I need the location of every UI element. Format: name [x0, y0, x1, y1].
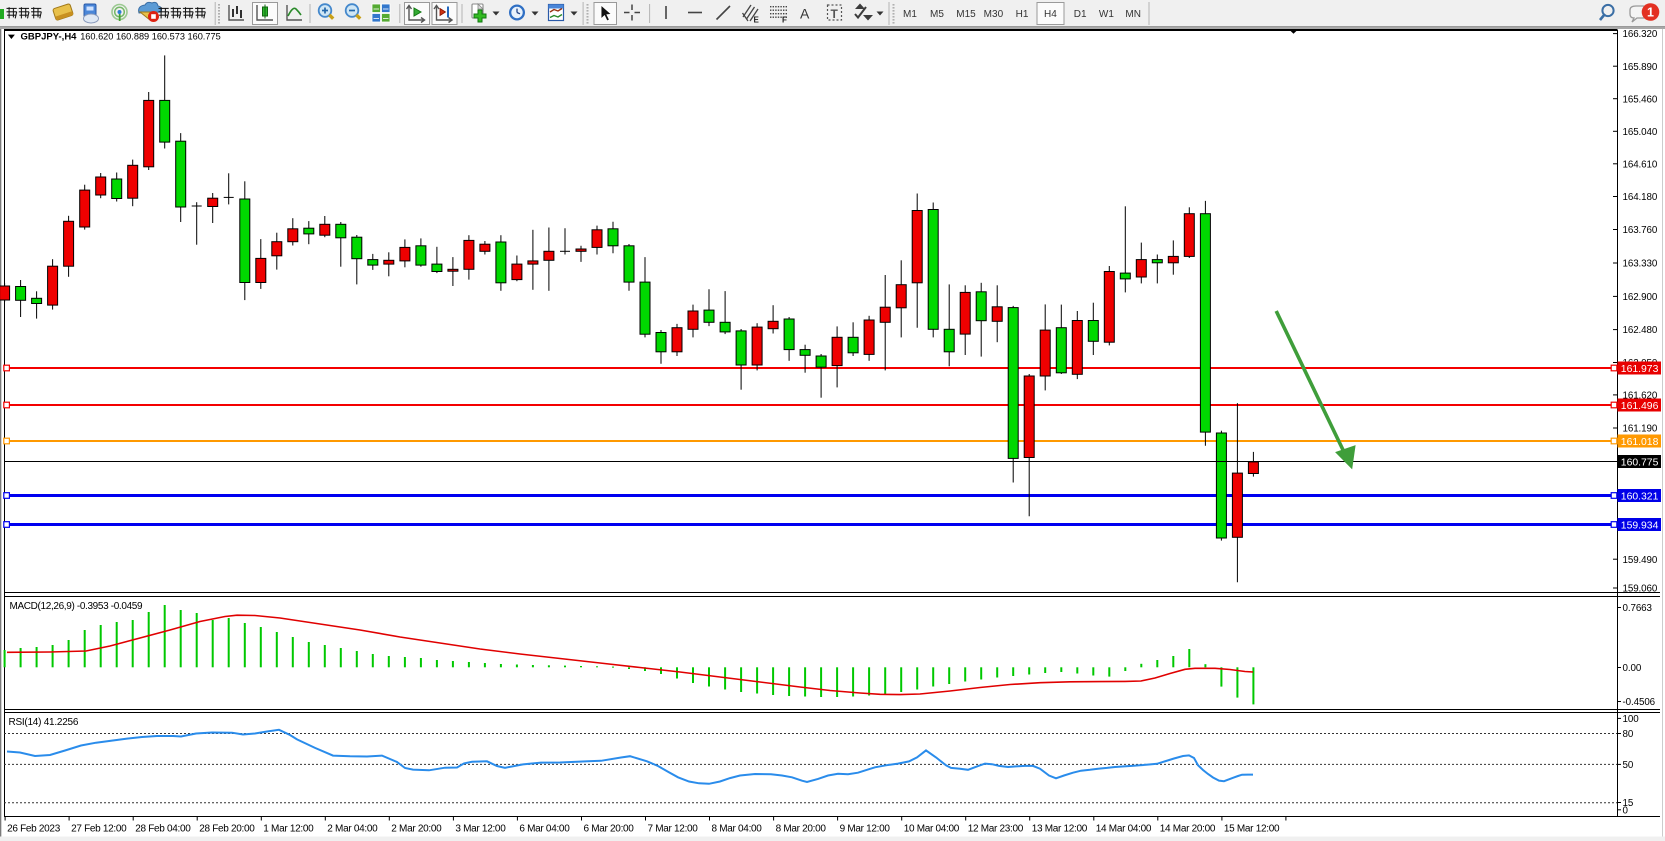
svg-text:MN: MN	[1125, 9, 1141, 20]
svg-text:161.620: 161.620	[1623, 391, 1658, 402]
svg-text:9 Mar 12:00: 9 Mar 12:00	[840, 824, 891, 835]
svg-text:161.018: 161.018	[1621, 437, 1659, 448]
svg-text:164.610: 164.610	[1623, 159, 1658, 170]
svg-text:7 Mar 12:00: 7 Mar 12:00	[648, 824, 699, 835]
svg-text:163.330: 163.330	[1623, 259, 1658, 270]
svg-text:165.040: 165.040	[1623, 127, 1658, 138]
svg-text:A: A	[800, 6, 810, 22]
svg-text:-0.4506: -0.4506	[1623, 697, 1656, 708]
svg-text:8 Mar 04:00: 8 Mar 04:00	[712, 824, 763, 835]
svg-text:1 Mar 12:00: 1 Mar 12:00	[263, 824, 314, 835]
svg-text:100: 100	[1623, 714, 1640, 725]
svg-text:14 Mar 20:00: 14 Mar 20:00	[1160, 824, 1216, 835]
svg-text:15 Mar 12:00: 15 Mar 12:00	[1224, 824, 1280, 835]
svg-text:10 Mar 04:00: 10 Mar 04:00	[904, 824, 960, 835]
svg-text:50: 50	[1623, 760, 1634, 771]
svg-text:E: E	[754, 16, 760, 25]
svg-text:163.760: 163.760	[1623, 225, 1658, 236]
svg-text:160.620 160.889 160.573 160.77: 160.620 160.889 160.573 160.775	[80, 32, 221, 42]
svg-text:14 Mar 04:00: 14 Mar 04:00	[1096, 824, 1152, 835]
svg-text:26 Feb 2023: 26 Feb 2023	[7, 824, 61, 835]
svg-text:GBPJPY-,H4: GBPJPY-,H4	[21, 32, 78, 43]
svg-text:RSI(14) 41.2256: RSI(14) 41.2256	[9, 717, 79, 728]
svg-text:T: T	[831, 7, 839, 21]
svg-text:0.7663: 0.7663	[1623, 603, 1653, 614]
svg-text:162.900: 162.900	[1623, 292, 1658, 303]
svg-text:M15: M15	[956, 9, 976, 20]
svg-text:161.190: 161.190	[1623, 424, 1658, 435]
svg-text:161.496: 161.496	[1621, 401, 1659, 412]
svg-text:0: 0	[1623, 805, 1629, 816]
svg-text:6 Mar 04:00: 6 Mar 04:00	[519, 824, 570, 835]
svg-text:166.320: 166.320	[1623, 29, 1658, 40]
svg-text:M5: M5	[930, 9, 944, 20]
svg-text:159.490: 159.490	[1623, 555, 1658, 566]
svg-text:159.060: 159.060	[1623, 584, 1658, 595]
svg-text:28 Feb 04:00: 28 Feb 04:00	[135, 824, 191, 835]
svg-text:28 Feb 20:00: 28 Feb 20:00	[199, 824, 255, 835]
svg-text:6 Mar 20:00: 6 Mar 20:00	[584, 824, 635, 835]
svg-text:3 Mar 12:00: 3 Mar 12:00	[455, 824, 506, 835]
svg-text:13 Mar 12:00: 13 Mar 12:00	[1032, 824, 1088, 835]
svg-text:164.180: 164.180	[1623, 192, 1658, 203]
svg-text:D1: D1	[1074, 9, 1087, 20]
svg-text:15: 15	[1623, 798, 1634, 809]
svg-text:2 Mar 04:00: 2 Mar 04:00	[327, 824, 378, 835]
svg-text:12 Mar 23:00: 12 Mar 23:00	[968, 824, 1024, 835]
svg-text:165.890: 165.890	[1623, 62, 1658, 73]
svg-text:M30: M30	[984, 9, 1004, 20]
svg-text:162.480: 162.480	[1623, 325, 1658, 336]
svg-text:159.934: 159.934	[1621, 521, 1659, 532]
svg-text:27 Feb 12:00: 27 Feb 12:00	[71, 824, 127, 835]
svg-text:2 Mar 20:00: 2 Mar 20:00	[391, 824, 442, 835]
svg-text:M1: M1	[903, 9, 917, 20]
svg-text:W1: W1	[1099, 9, 1114, 20]
svg-text:8 Mar 20:00: 8 Mar 20:00	[776, 824, 827, 835]
svg-text:H1: H1	[1016, 9, 1029, 20]
svg-text:165.460: 165.460	[1623, 94, 1658, 105]
svg-text:F: F	[782, 16, 787, 25]
svg-text:160.321: 160.321	[1621, 492, 1659, 503]
svg-text:H4: H4	[1044, 9, 1057, 20]
svg-text:1: 1	[1647, 5, 1654, 19]
svg-text:160.775: 160.775	[1621, 458, 1659, 469]
svg-text:0.00: 0.00	[1623, 663, 1642, 674]
svg-text:80: 80	[1623, 729, 1634, 740]
svg-text:MACD(12,26,9) -0.3953 -0.0459: MACD(12,26,9) -0.3953 -0.0459	[10, 601, 143, 612]
svg-text:161.973: 161.973	[1621, 364, 1659, 375]
